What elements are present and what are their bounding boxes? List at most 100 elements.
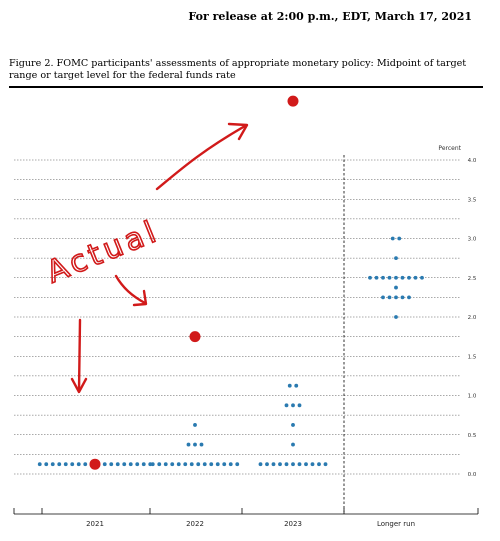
annotation-layer: Actual (41, 95, 299, 470)
participant-dot (141, 462, 146, 467)
arrow-down-right-head (132, 289, 148, 307)
participant-dot (265, 462, 269, 467)
participant-dot (394, 315, 398, 319)
participant-dot (368, 275, 372, 280)
participant-dot (186, 442, 191, 447)
participant-dot (176, 462, 181, 467)
participant-dot (291, 442, 295, 447)
caption-rule (9, 86, 483, 88)
participant-dot (381, 275, 385, 280)
x-category-label: 2021 (86, 520, 104, 528)
participant-dot (44, 462, 49, 467)
actual-rate-marker (189, 331, 201, 343)
x-category-label: 2023 (284, 520, 302, 528)
x-category-label: 2022 (186, 520, 204, 528)
participant-dot (284, 462, 289, 467)
grid-layer (14, 159, 461, 475)
participant-dot (387, 295, 392, 300)
participant-dot (115, 462, 120, 467)
participant-dot (294, 383, 299, 388)
participant-dot (37, 462, 42, 467)
participant-dot (189, 462, 194, 467)
participant-dot (209, 462, 214, 467)
participant-dot (284, 403, 289, 408)
arrow-down (77, 318, 82, 393)
participant-dot (183, 462, 188, 467)
participant-dot (193, 423, 197, 427)
participant-dot (135, 462, 140, 467)
participant-dot (397, 236, 402, 241)
participant-dot (193, 442, 197, 447)
participant-dot (102, 462, 107, 467)
participant-dot (76, 462, 81, 467)
participant-dot (271, 462, 276, 467)
participant-dot (310, 462, 315, 467)
y-tick-label: 1.5 (468, 354, 477, 360)
arrow-up-right (155, 124, 247, 191)
participant-dot (304, 462, 308, 467)
unit-label: Percent (438, 145, 461, 152)
participant-dot (228, 462, 233, 467)
y-tick-label: 4.0 (468, 158, 477, 164)
dot-layer (37, 236, 424, 467)
participant-dot (50, 462, 55, 467)
participant-dot (381, 295, 385, 300)
participant-dot (70, 462, 75, 467)
y-tick-label: 2.5 (468, 276, 477, 282)
figure-caption: Figure 2. FOMC participants' assessments… (9, 58, 467, 81)
participant-dot (287, 383, 292, 388)
participant-dot (291, 423, 295, 427)
participant-dot (413, 275, 418, 280)
participant-dot (199, 442, 204, 447)
y-tick-label: 0.5 (468, 433, 477, 439)
participant-dot (374, 275, 379, 280)
actual-rate-marker (89, 458, 101, 470)
axis-layer: Percent 0.0 0.5 1.0 1.5 2.0 2.5 3.0 3.5 4.0 2021 2… (13, 145, 479, 528)
participant-dot (278, 462, 282, 467)
participant-dot (57, 462, 62, 467)
participant-dot (150, 462, 155, 467)
participant-dot (157, 462, 162, 467)
participant-dot (202, 462, 207, 467)
x-category-label: Longer run (377, 520, 415, 528)
participant-dot (420, 275, 424, 280)
participant-dot (222, 462, 227, 467)
release-text: For release at 2:00 p.m., EDT, March 17,… (188, 10, 472, 23)
participant-dot (394, 285, 398, 290)
participant-dot (163, 462, 168, 467)
participant-dot (297, 403, 302, 408)
participant-dot (196, 462, 201, 467)
participant-dot (317, 462, 321, 467)
participant-dot (400, 275, 405, 280)
participant-dot (291, 462, 295, 467)
participant-dot (170, 462, 175, 467)
participant-dot (215, 462, 220, 467)
participant-dot (387, 275, 392, 280)
participant-dot (291, 403, 295, 408)
participant-dot (407, 295, 411, 300)
participant-dot (323, 462, 328, 467)
participant-dot (297, 462, 302, 467)
participant-dot (407, 275, 411, 280)
arrow-down-head (70, 377, 88, 394)
participant-dot (109, 462, 114, 467)
y-tick-label: 3.0 (468, 237, 477, 243)
y-tick-label: 3.5 (468, 197, 477, 203)
participant-dot (235, 462, 240, 467)
y-tick-label: 2.0 (468, 315, 477, 321)
participant-dot (83, 462, 88, 467)
participant-dot (128, 462, 133, 467)
participant-dot (394, 256, 398, 261)
participant-dot (122, 462, 127, 467)
actual-rate-marker (287, 95, 299, 107)
participant-dot (400, 295, 405, 300)
arrow-up-right-head (227, 122, 249, 141)
participant-dot (390, 236, 395, 241)
y-tick-label: 0.0 (468, 472, 477, 478)
arrow-down-right (114, 274, 147, 305)
participant-dot (63, 462, 68, 467)
participant-dot (394, 275, 398, 280)
participant-dot (394, 295, 398, 300)
annotation-actual-text: Actual (42, 214, 165, 291)
